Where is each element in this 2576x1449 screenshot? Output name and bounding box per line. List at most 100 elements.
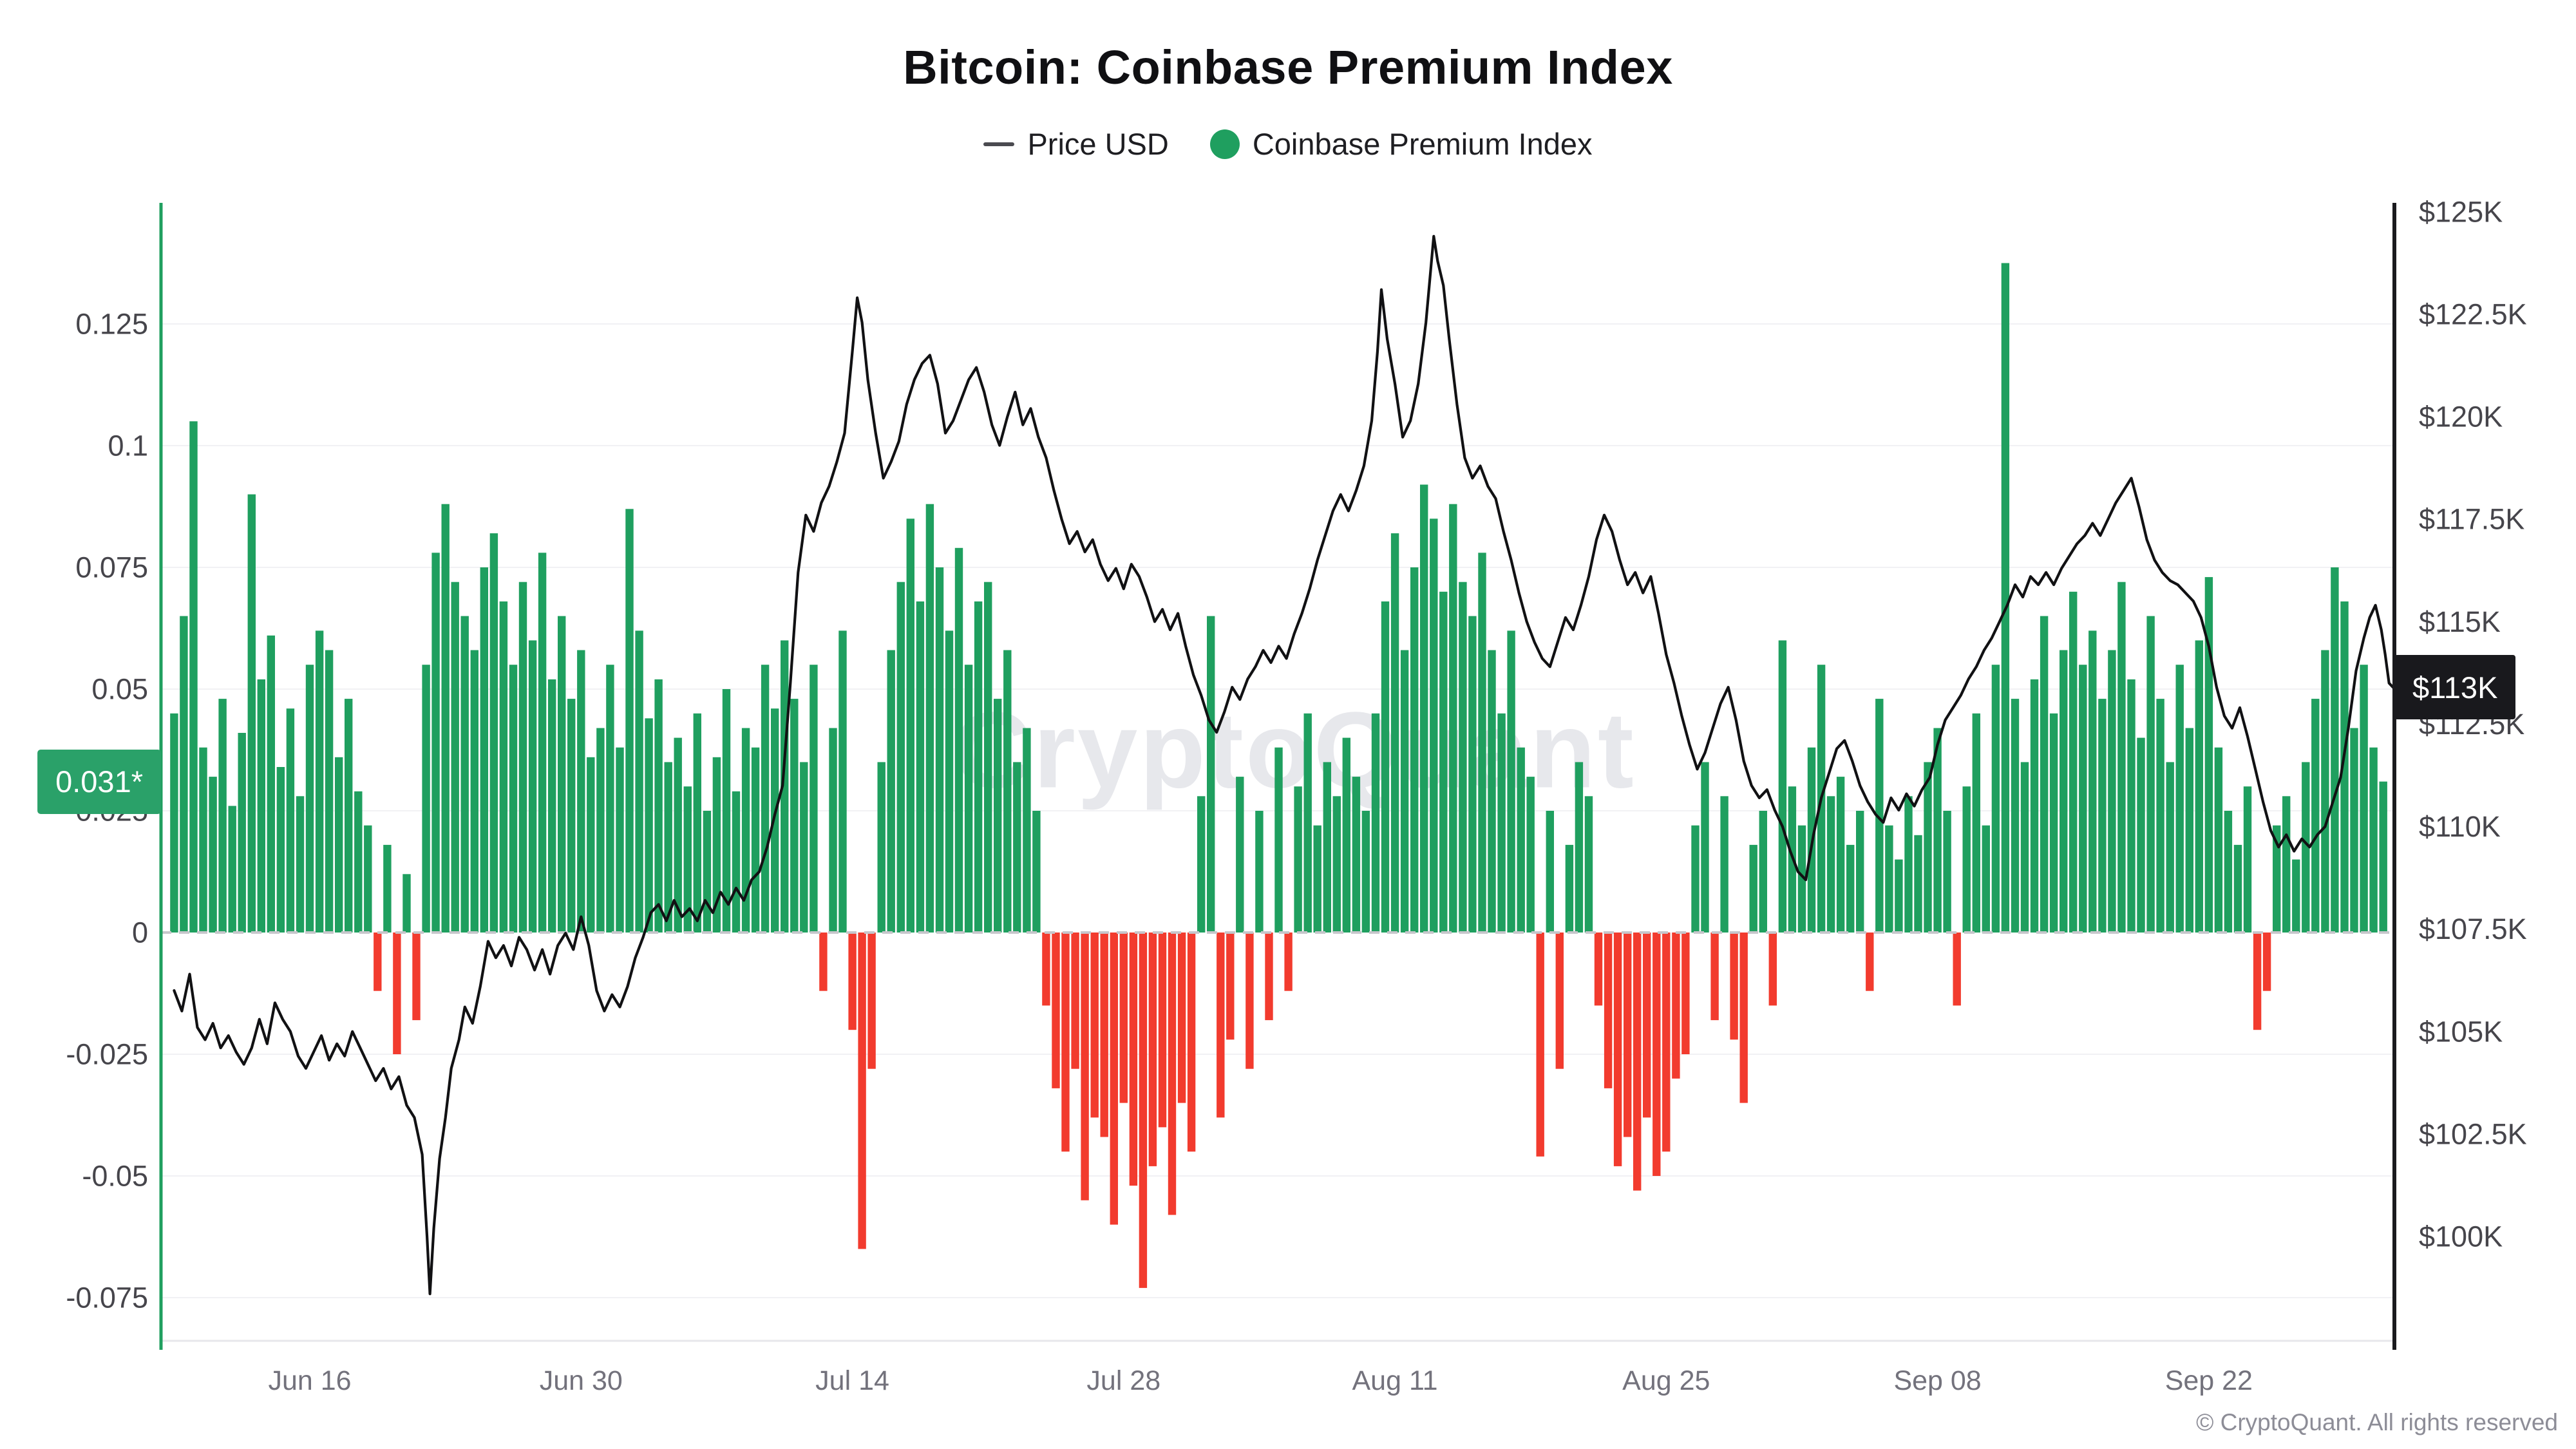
premium-bar	[325, 650, 334, 933]
premium-bar	[664, 762, 672, 933]
premium-bar	[790, 699, 799, 933]
premium-bar	[460, 616, 469, 933]
premium-bar	[199, 747, 207, 933]
premium-bar	[1361, 811, 1370, 933]
premium-bar	[935, 567, 944, 933]
premium-bar	[1158, 933, 1167, 1128]
premium-bar	[1371, 713, 1380, 933]
x-axis-tick-label: Jul 28	[1086, 1365, 1160, 1396]
premium-bar	[422, 665, 430, 933]
premium-bar	[984, 582, 992, 933]
premium-bar	[761, 665, 770, 933]
premium-bar	[1217, 933, 1225, 1118]
premium-bar	[558, 616, 566, 933]
premium-bar	[1090, 933, 1099, 1118]
premium-bar	[2243, 786, 2252, 933]
premium-bar	[577, 650, 585, 933]
premium-bar	[1613, 933, 1622, 1166]
premium-bar	[393, 933, 401, 1054]
right-axis-current-badge: $113K	[2394, 655, 2516, 720]
right-axis-tick-label: $100K	[2419, 1220, 2503, 1253]
premium-bar	[925, 504, 934, 933]
premium-bar	[781, 640, 789, 933]
premium-bar	[1914, 835, 1922, 933]
premium-bar	[451, 582, 459, 933]
premium-bar	[2253, 933, 2262, 1030]
premium-bar	[2117, 582, 2126, 933]
premium-bar	[1507, 630, 1515, 933]
premium-bar	[1924, 762, 1932, 933]
premium-bar	[606, 665, 614, 933]
left-axis-tick-label: -0.05	[82, 1160, 148, 1193]
premium-bar	[1749, 844, 1757, 933]
premium-bar	[1633, 933, 1642, 1191]
premium-bar	[499, 601, 508, 933]
premium-bar	[1846, 844, 1855, 933]
price-line	[173, 234, 2394, 1296]
premium-bar	[1836, 777, 1845, 933]
premium-bar	[2137, 737, 2145, 933]
premium-bar	[1856, 811, 1864, 933]
premium-bar	[538, 553, 547, 933]
premium-bar	[2311, 699, 2320, 933]
premium-bar	[1972, 713, 1980, 933]
premium-bar	[1546, 811, 1554, 933]
premium-bar	[1526, 777, 1535, 933]
x-axis-tick-label: Sep 08	[1893, 1365, 1981, 1396]
premium-bar	[1953, 933, 1961, 1006]
premium-bar	[1439, 591, 1448, 933]
x-axis-tick-label: Jun 30	[540, 1365, 623, 1396]
premium-bar	[374, 933, 382, 991]
premium-bar	[838, 630, 847, 933]
premium-bar	[771, 708, 779, 933]
premium-bar	[315, 630, 324, 933]
premium-bar	[1168, 933, 1177, 1215]
premium-bar	[2292, 859, 2300, 933]
premium-bar	[1933, 728, 1942, 933]
premium-bar	[1565, 844, 1574, 933]
premium-bar	[509, 665, 518, 933]
premium-bar	[916, 601, 925, 933]
x-axis-tick-label: Aug 11	[1352, 1365, 1438, 1396]
premium-bar	[1265, 933, 1273, 1021]
premium-bar	[1584, 796, 1593, 933]
legend-item-price[interactable]: Price USD	[983, 126, 1169, 162]
premium-bar	[1352, 777, 1361, 933]
premium-bar	[616, 747, 624, 933]
premium-bar	[1962, 786, 1971, 933]
premium-bar	[1139, 933, 1148, 1288]
premium-bar	[247, 494, 256, 933]
premium-bar	[1594, 933, 1603, 1006]
legend-item-premium[interactable]: Coinbase Premium Index	[1209, 126, 1593, 162]
premium-bar	[257, 679, 265, 933]
page-title: Bitcoin: Coinbase Premium Index	[903, 41, 1673, 94]
premium-bar	[480, 567, 488, 933]
premium-bar	[1313, 825, 1321, 933]
x-axis-tick-label: Sep 22	[2165, 1365, 2253, 1396]
price-line-legend-icon	[983, 142, 1015, 146]
premium-bar	[2340, 601, 2349, 933]
premium-bar	[489, 533, 498, 933]
premium-bar	[1052, 933, 1060, 1088]
premium-bar	[810, 665, 818, 933]
premium-bar	[1023, 728, 1031, 933]
chart-plot-area[interactable]	[161, 203, 2394, 1341]
premium-bar	[2069, 591, 2078, 933]
premium-bar	[2214, 747, 2223, 933]
premium-bar	[2185, 728, 2193, 933]
premium-bar	[1904, 796, 1913, 933]
right-axis-tick-label: $125K	[2419, 195, 2503, 228]
premium-bar	[1342, 737, 1350, 933]
premium-bar	[1710, 933, 1719, 1021]
premium-bar	[800, 762, 808, 933]
x-axis-tick-label: Jun 16	[268, 1365, 351, 1396]
premium-bar	[1081, 933, 1089, 1200]
premium-bar	[954, 547, 963, 933]
premium-bar	[654, 679, 663, 933]
left-axis-tick-label: 0	[132, 916, 148, 949]
x-axis-tick-label: Jul 14	[815, 1365, 889, 1396]
premium-bar	[1274, 747, 1283, 933]
premium-bar	[305, 665, 314, 933]
